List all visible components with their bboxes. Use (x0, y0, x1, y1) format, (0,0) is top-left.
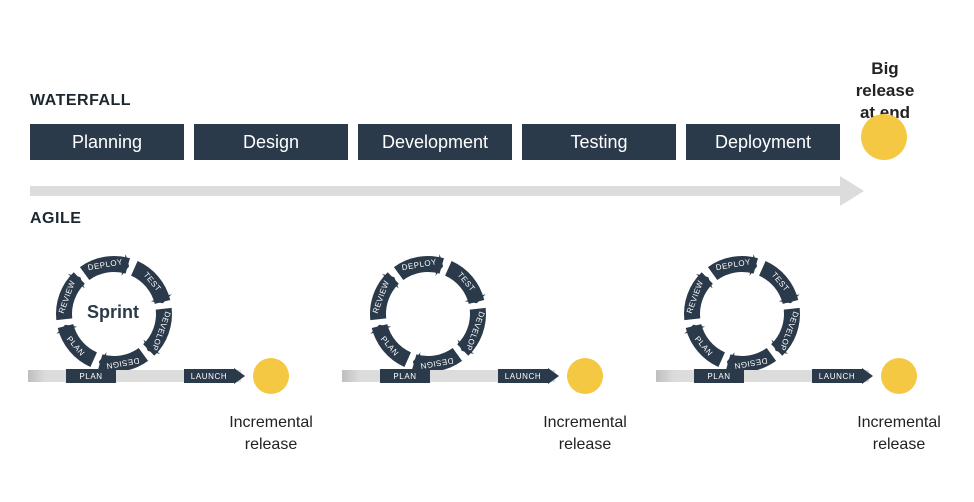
inc-release-line2: release (245, 436, 297, 453)
timeline-arrow (30, 186, 840, 196)
sprint-block: PLANREVIEWDEPLOYTESTDEVELOPDESIGNSprintP… (28, 244, 280, 404)
big-release-circle (861, 114, 907, 160)
sprint-io-bar: PLAN LAUNCH (656, 370, 869, 382)
sprint-io-bar: PLAN LAUNCH (342, 370, 555, 382)
waterfall-phase: Design (194, 124, 348, 160)
incremental-release-circle (253, 358, 289, 394)
sprint-center-label: Sprint (28, 302, 198, 323)
launch-pill: LAUNCH (812, 369, 862, 383)
sprint-block: PLANREVIEWDEPLOYTESTDEVELOPDESIGNPLANLAU… (656, 244, 908, 404)
incremental-release-circle (881, 358, 917, 394)
sprint-cycle-icon: PLANREVIEWDEPLOYTESTDEVELOPDESIGN (354, 240, 502, 388)
waterfall-phase: Development (358, 124, 512, 160)
waterfall-phase: Deployment (686, 124, 840, 160)
inc-release-line1: Incremental (229, 414, 313, 431)
inc-release-line1: Incremental (857, 414, 941, 431)
sprint-block: PLANREVIEWDEPLOYTESTDEVELOPDESIGNPLANLAU… (342, 244, 594, 404)
plan-pill: PLAN (694, 369, 744, 383)
plan-pill: PLAN (66, 369, 116, 383)
waterfall-phase-row: Planning Design Development Testing Deployme… (30, 124, 840, 160)
inc-release-line2: release (873, 436, 925, 453)
waterfall-phase: Planning (30, 124, 184, 160)
inc-release-line1: Incremental (543, 414, 627, 431)
sprint-io-bar: PLAN LAUNCH (28, 370, 241, 382)
launch-pill: LAUNCH (498, 369, 548, 383)
agile-title: AGILE (30, 210, 81, 228)
incremental-release-label: Incremental release (208, 412, 334, 455)
agile-sprints-row: PLANREVIEWDEPLOYTESTDEVELOPDESIGNSprintP… (28, 244, 908, 404)
waterfall-title: WATERFALL (30, 92, 131, 110)
waterfall-phase: Testing (522, 124, 676, 160)
incremental-release-circle (567, 358, 603, 394)
plan-pill: PLAN (380, 369, 430, 383)
big-release-line1: Big release (856, 59, 915, 100)
launch-pill: LAUNCH (184, 369, 234, 383)
sprint-cycle-icon: PLANREVIEWDEPLOYTESTDEVELOPDESIGN (668, 240, 816, 388)
inc-release-line2: release (559, 436, 611, 453)
incremental-release-label: Incremental release (522, 412, 648, 455)
incremental-release-label: Incremental release (836, 412, 962, 455)
